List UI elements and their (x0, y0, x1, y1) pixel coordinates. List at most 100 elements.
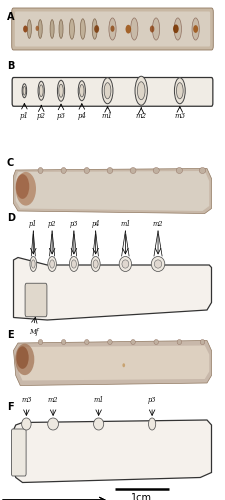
Text: A: A (7, 12, 14, 22)
Ellipse shape (71, 260, 76, 268)
Ellipse shape (94, 418, 104, 430)
Ellipse shape (148, 418, 156, 430)
Ellipse shape (131, 18, 138, 40)
Polygon shape (14, 340, 211, 386)
Ellipse shape (80, 84, 84, 97)
Ellipse shape (102, 78, 113, 104)
Ellipse shape (200, 340, 205, 344)
Text: m2: m2 (153, 220, 163, 228)
Ellipse shape (154, 340, 158, 344)
Text: m2: m2 (136, 112, 147, 120)
Text: m2: m2 (48, 396, 58, 404)
Ellipse shape (94, 25, 99, 33)
Ellipse shape (92, 19, 97, 39)
Ellipse shape (150, 26, 154, 32)
FancyBboxPatch shape (25, 283, 47, 317)
Ellipse shape (193, 25, 198, 33)
Text: p2: p2 (48, 220, 56, 228)
Ellipse shape (130, 168, 136, 173)
Text: C: C (7, 158, 14, 168)
Ellipse shape (36, 26, 39, 31)
Ellipse shape (135, 76, 147, 105)
Ellipse shape (32, 260, 35, 268)
Ellipse shape (110, 26, 115, 32)
Ellipse shape (39, 85, 43, 96)
Ellipse shape (59, 84, 63, 97)
FancyBboxPatch shape (15, 12, 210, 46)
Ellipse shape (176, 82, 183, 99)
Text: m3: m3 (21, 396, 32, 404)
Polygon shape (14, 258, 211, 320)
Text: 1cm: 1cm (131, 493, 152, 500)
Text: m1: m1 (93, 396, 104, 404)
Ellipse shape (131, 340, 135, 344)
Polygon shape (14, 420, 211, 482)
Ellipse shape (59, 20, 63, 38)
Ellipse shape (122, 260, 129, 268)
Ellipse shape (91, 256, 100, 272)
Text: m3: m3 (174, 112, 185, 120)
Polygon shape (16, 346, 209, 380)
Ellipse shape (176, 168, 182, 173)
Ellipse shape (61, 168, 66, 173)
Ellipse shape (61, 340, 66, 344)
Ellipse shape (16, 174, 29, 199)
Text: p2: p2 (37, 112, 46, 120)
Ellipse shape (153, 168, 159, 173)
Text: p3: p3 (148, 396, 156, 404)
Ellipse shape (27, 20, 31, 38)
Text: Mf: Mf (29, 328, 38, 336)
Ellipse shape (50, 260, 54, 268)
Ellipse shape (173, 24, 179, 33)
Text: p4: p4 (91, 220, 100, 228)
Ellipse shape (104, 82, 111, 99)
Ellipse shape (108, 340, 112, 344)
Polygon shape (14, 168, 211, 214)
Ellipse shape (70, 19, 74, 39)
FancyBboxPatch shape (12, 78, 213, 106)
Ellipse shape (154, 260, 162, 268)
Ellipse shape (38, 340, 43, 344)
Text: m1: m1 (102, 112, 113, 120)
Ellipse shape (16, 172, 36, 206)
FancyBboxPatch shape (11, 429, 26, 476)
Ellipse shape (174, 18, 181, 40)
Ellipse shape (38, 168, 43, 173)
Ellipse shape (16, 346, 29, 369)
Ellipse shape (23, 26, 28, 32)
Ellipse shape (48, 256, 56, 272)
Ellipse shape (30, 256, 37, 272)
Ellipse shape (15, 344, 34, 375)
Ellipse shape (38, 81, 44, 100)
Ellipse shape (38, 20, 42, 38)
Ellipse shape (80, 19, 85, 39)
Ellipse shape (192, 18, 199, 40)
Text: p1: p1 (29, 220, 38, 228)
Ellipse shape (48, 418, 58, 430)
Ellipse shape (137, 82, 145, 100)
Ellipse shape (119, 256, 132, 272)
Ellipse shape (199, 168, 206, 173)
Text: D: D (7, 213, 15, 223)
Text: p1: p1 (20, 112, 29, 120)
Ellipse shape (85, 340, 89, 344)
Text: p3: p3 (56, 112, 65, 120)
Ellipse shape (151, 256, 165, 272)
Ellipse shape (78, 80, 86, 100)
Ellipse shape (107, 168, 113, 173)
Text: E: E (7, 330, 13, 340)
Text: B: B (7, 61, 14, 71)
Ellipse shape (84, 168, 90, 173)
Ellipse shape (22, 84, 27, 98)
Text: m1: m1 (120, 220, 131, 228)
Polygon shape (16, 171, 209, 211)
FancyBboxPatch shape (12, 8, 213, 50)
Ellipse shape (93, 260, 98, 268)
Text: p4: p4 (77, 112, 86, 120)
Ellipse shape (126, 25, 131, 34)
Ellipse shape (50, 20, 54, 38)
Ellipse shape (69, 256, 78, 272)
Ellipse shape (57, 80, 65, 101)
Ellipse shape (109, 18, 116, 40)
Ellipse shape (174, 78, 185, 104)
